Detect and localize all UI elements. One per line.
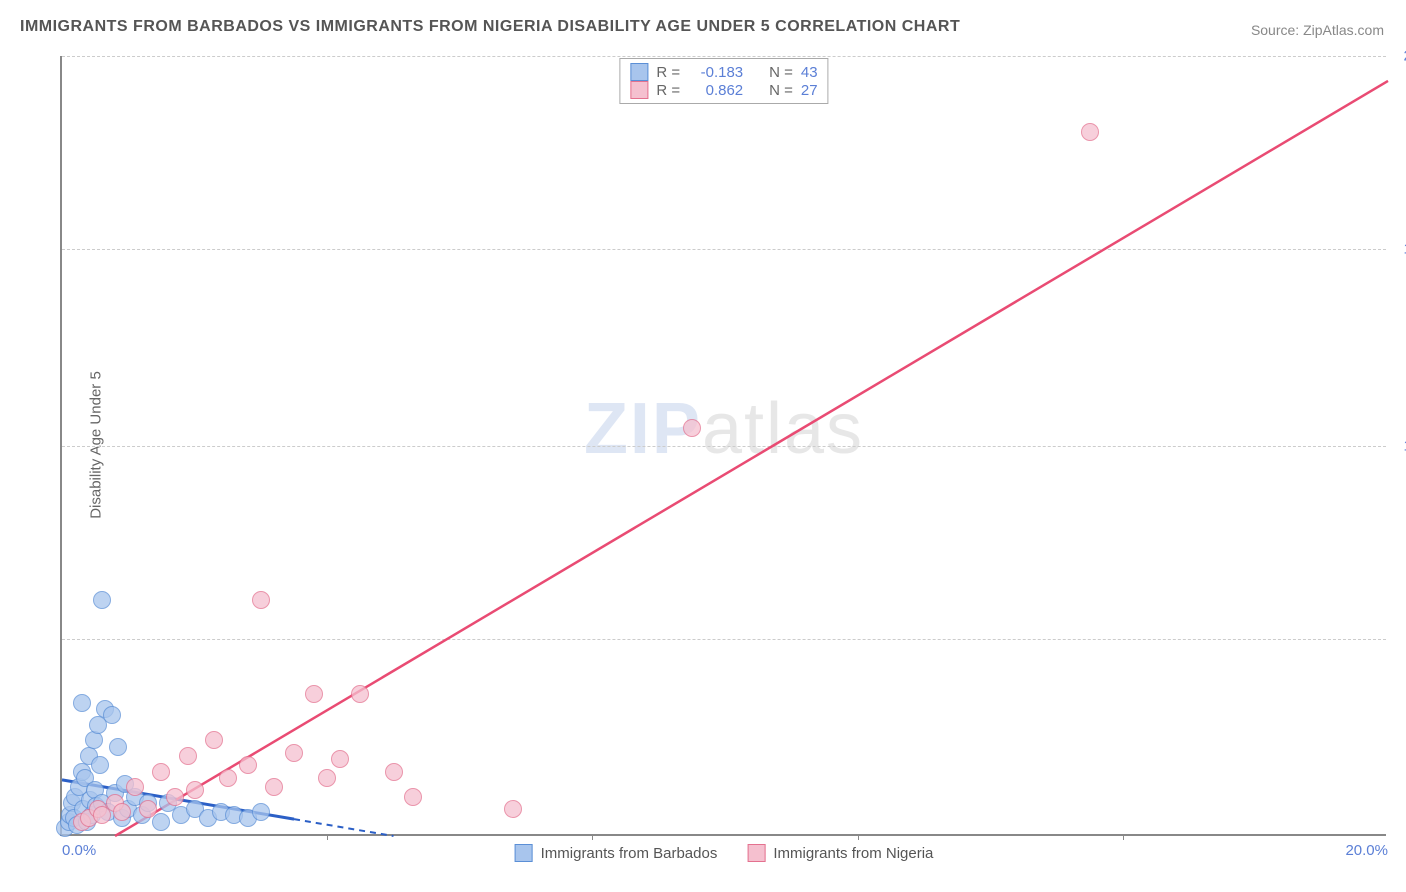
watermark: ZIPatlas [584, 388, 864, 470]
scatter-point [331, 750, 349, 768]
y-tick-label: 25.0% [1391, 48, 1406, 65]
legend-series-label: Immigrants from Barbados [541, 845, 718, 862]
scatter-point [126, 778, 144, 796]
x-tick-mark [858, 834, 859, 840]
trend-line [115, 81, 1388, 836]
scatter-point [186, 781, 204, 799]
scatter-point [179, 747, 197, 765]
y-axis-label: Disability Age Under 5 [87, 371, 104, 519]
x-tick-label-max: 20.0% [1345, 842, 1388, 859]
trend-line-dashed [294, 819, 393, 836]
x-tick-label-min: 0.0% [62, 842, 96, 859]
gridline-horizontal [62, 56, 1386, 57]
scatter-point [252, 591, 270, 609]
legend-series-label: Immigrants from Nigeria [773, 845, 933, 862]
scatter-point [109, 738, 127, 756]
r-value: -0.183 [688, 64, 743, 81]
scatter-point [285, 744, 303, 762]
scatter-point [219, 769, 237, 787]
r-label: R = [656, 64, 680, 81]
scatter-point [152, 813, 170, 831]
legend-correlation: R = -0.183 N = 43 R = 0.862 N = 27 [619, 58, 828, 104]
legend-swatch [630, 81, 648, 99]
legend-correlation-row: R = -0.183 N = 43 [630, 63, 817, 81]
scatter-point [103, 706, 121, 724]
y-tick-label: 12.5% [1391, 438, 1406, 455]
scatter-point [85, 731, 103, 749]
chart-title: IMMIGRANTS FROM BARBADOS VS IMMIGRANTS F… [20, 18, 960, 36]
x-tick-mark [327, 834, 328, 840]
scatter-point [1081, 123, 1099, 141]
y-tick-label: 18.8% [1391, 241, 1406, 258]
scatter-point [318, 769, 336, 787]
y-tick-label: 6.3% [1391, 631, 1406, 648]
n-value: 43 [801, 64, 818, 81]
gridline-horizontal [62, 639, 1386, 640]
x-tick-mark [592, 834, 593, 840]
scatter-point [385, 763, 403, 781]
r-value: 0.862 [688, 82, 743, 99]
r-label: R = [656, 82, 680, 99]
scatter-point [252, 803, 270, 821]
legend-series-item: Immigrants from Barbados [515, 844, 718, 862]
scatter-point [113, 803, 131, 821]
legend-correlation-row: R = 0.862 N = 27 [630, 81, 817, 99]
scatter-point [91, 756, 109, 774]
gridline-horizontal [62, 446, 1386, 447]
legend-swatch [747, 844, 765, 862]
source-text: Source: ZipAtlas.com [1251, 22, 1384, 38]
scatter-point [205, 731, 223, 749]
scatter-point [93, 591, 111, 609]
scatter-point [683, 419, 701, 437]
scatter-point [239, 756, 257, 774]
legend-series-item: Immigrants from Nigeria [747, 844, 933, 862]
legend-series: Immigrants from Barbados Immigrants from… [515, 844, 934, 862]
scatter-point [139, 800, 157, 818]
scatter-point [305, 685, 323, 703]
legend-swatch [630, 63, 648, 81]
n-label: N = [769, 64, 793, 81]
plot-area: ZIPatlas Disability Age Under 5 R = -0.1… [60, 56, 1386, 836]
scatter-point [351, 685, 369, 703]
scatter-point [166, 788, 184, 806]
n-value: 27 [801, 82, 818, 99]
scatter-point [152, 763, 170, 781]
scatter-point [265, 778, 283, 796]
scatter-point [404, 788, 422, 806]
gridline-horizontal [62, 249, 1386, 250]
n-label: N = [769, 82, 793, 99]
scatter-point [73, 694, 91, 712]
scatter-point [504, 800, 522, 818]
legend-swatch [515, 844, 533, 862]
x-tick-mark [1123, 834, 1124, 840]
